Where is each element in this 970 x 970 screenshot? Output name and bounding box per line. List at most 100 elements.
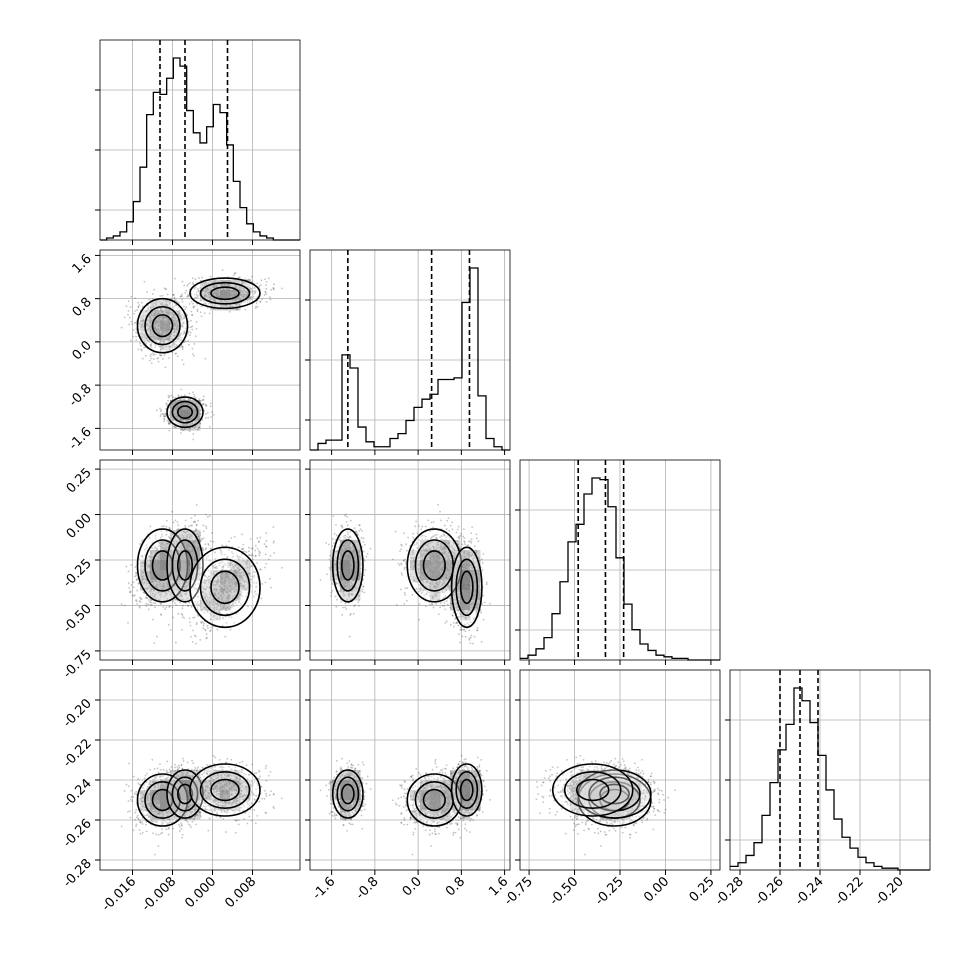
sample-point — [181, 616, 184, 618]
sample-point — [141, 322, 144, 325]
sample-point — [177, 306, 180, 309]
sample-point — [152, 352, 154, 355]
sample-point — [140, 349, 143, 352]
sample-point — [143, 339, 146, 342]
sample-point — [183, 316, 186, 319]
sample-point — [149, 330, 152, 333]
sample-point — [162, 606, 165, 608]
histogram-step — [520, 477, 720, 661]
sample-point — [223, 289, 225, 292]
sample-point — [207, 287, 209, 290]
sample-point — [223, 284, 226, 287]
sample-point — [215, 289, 217, 292]
sample-point — [179, 318, 182, 321]
sample-point — [208, 312, 211, 315]
sample-point — [243, 295, 246, 297]
sample-point — [125, 305, 128, 308]
sample-point — [237, 298, 239, 301]
sample-point — [228, 540, 230, 543]
sample-point — [235, 308, 238, 311]
sample-point — [147, 339, 149, 342]
sample-point — [242, 291, 245, 294]
sample-point — [196, 308, 199, 311]
sample-point — [233, 294, 236, 297]
sample-point — [182, 317, 185, 320]
sample-point — [189, 398, 192, 401]
sample-point — [163, 340, 165, 343]
sample-point — [176, 400, 179, 403]
sample-point — [232, 299, 234, 301]
sample-point — [174, 323, 177, 325]
sample-point — [152, 314, 155, 317]
sample-point — [213, 290, 216, 292]
sample-point — [173, 321, 176, 324]
sample-point — [167, 328, 170, 331]
sample-point — [163, 324, 166, 327]
sample-point — [155, 330, 158, 332]
sample-point — [248, 287, 251, 290]
sample-point — [151, 293, 154, 295]
sample-point — [251, 547, 254, 550]
sample-point — [225, 292, 228, 294]
sample-point — [201, 546, 204, 549]
sample-point — [167, 357, 170, 359]
sample-point — [177, 612, 180, 615]
sample-point — [212, 413, 215, 416]
sample-point — [205, 417, 207, 419]
sample-point — [238, 276, 241, 278]
panel-frame — [519, 459, 721, 661]
sample-point — [208, 293, 211, 296]
sample-point — [164, 308, 167, 311]
sample-point — [134, 310, 136, 312]
sample-point — [154, 606, 156, 609]
sample-point — [149, 326, 152, 329]
sample-point — [263, 543, 266, 546]
sample-point — [174, 410, 177, 413]
sample-point — [168, 323, 171, 326]
sample-point — [161, 324, 163, 327]
sample-point — [194, 419, 197, 422]
sample-point — [163, 414, 166, 417]
sample-point — [177, 301, 180, 304]
sample-point — [162, 327, 164, 330]
sample-point — [159, 338, 162, 341]
sample-point — [181, 429, 184, 432]
sample-point — [187, 407, 190, 410]
sample-point — [185, 418, 188, 421]
sample-point — [137, 348, 140, 351]
sample-point — [235, 293, 237, 296]
sample-point — [239, 297, 242, 300]
sample-point — [180, 408, 183, 411]
sample-point — [204, 295, 207, 297]
sample-point — [232, 300, 234, 302]
sample-point — [249, 296, 252, 299]
sample-point — [213, 286, 215, 289]
sample-point — [205, 404, 208, 407]
sample-point — [192, 413, 195, 416]
sample-point — [162, 330, 165, 333]
sample-point — [178, 410, 181, 412]
sample-point — [186, 403, 189, 406]
sample-point — [273, 552, 275, 554]
sample-point — [157, 337, 160, 340]
sample-point — [181, 407, 184, 409]
sample-point — [233, 293, 236, 296]
sample-point — [224, 294, 227, 296]
sample-point — [165, 404, 168, 407]
sample-point — [210, 288, 213, 291]
sample-point — [228, 305, 231, 307]
sample-point — [147, 325, 150, 328]
density-cell — [220, 290, 231, 301]
sample-point — [180, 412, 183, 415]
sample-point — [145, 337, 148, 340]
sample-point — [148, 320, 151, 323]
sample-point — [154, 320, 157, 323]
sample-point — [173, 317, 175, 319]
sample-point — [184, 423, 187, 426]
sample-point — [220, 283, 223, 285]
sample-point — [173, 325, 176, 327]
sample-point — [185, 414, 188, 417]
sample-point — [148, 318, 151, 321]
sample-point — [147, 323, 150, 325]
sample-point — [158, 316, 161, 319]
